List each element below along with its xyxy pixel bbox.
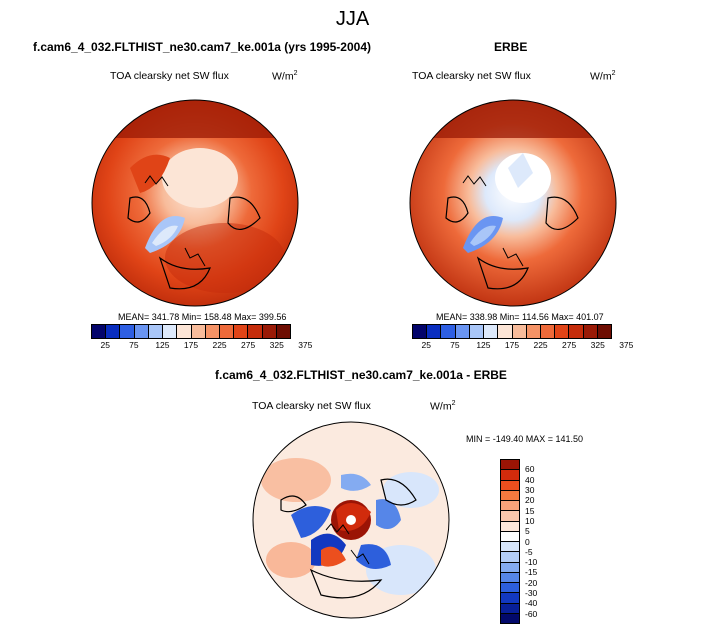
colorbar-swatch [120, 325, 135, 338]
colorbar-tick-label: 375 [619, 340, 634, 350]
panel2-variable-label: TOA clearsky net SW flux [412, 70, 531, 82]
panel3-units: W/m2 [430, 400, 456, 413]
colorbar-swatch [219, 325, 235, 338]
colorbar-tick-label: 75 [450, 340, 460, 350]
colorbar-tick-label: 325 [269, 340, 284, 350]
colorbar-tick-label: 275 [241, 340, 256, 350]
colorbar-tick-label: 225 [533, 340, 548, 350]
colorbar-swatch [569, 325, 584, 338]
colorbar-swatch [597, 325, 612, 338]
panel3-variable-label: TOA clearsky net SW flux [252, 400, 371, 412]
colorbar-swatch [134, 325, 149, 338]
colorbar-swatch [501, 480, 519, 491]
colorbar-tick-label: -5 [525, 546, 533, 557]
colorbar-tick-label: 325 [590, 340, 605, 350]
colorbar-swatch [501, 613, 519, 623]
colorbar-tick-label: 25 [421, 340, 432, 350]
colorbar-swatch [501, 542, 519, 553]
colorbar-tick-label: 20 [525, 495, 535, 506]
panel2-polar-map [409, 99, 617, 307]
colorbar-swatch [501, 531, 519, 542]
colorbar-swatch [501, 603, 519, 614]
colorbar-swatch [501, 521, 519, 532]
panel2-stats: MEAN= 338.98 Min= 114.56 Max= 401.07 [436, 312, 604, 322]
colorbar-swatch [413, 325, 428, 338]
colorbar-tick-label: 175 [504, 340, 520, 350]
colorbar-swatch [469, 325, 485, 338]
colorbar-tick-label: 40 [525, 474, 535, 485]
colorbar-tick-label: 75 [129, 340, 139, 350]
colorbar-swatch [441, 325, 456, 338]
colorbar-swatch [484, 325, 499, 338]
colorbar-swatch [163, 325, 178, 338]
colorbar-swatch [501, 572, 519, 583]
colorbar-swatch [498, 325, 513, 338]
colorbar-swatch [501, 562, 519, 573]
colorbar-swatch [92, 325, 107, 338]
season-title: JJA [335, 8, 370, 30]
colorbar-swatch [262, 325, 277, 338]
panel2-colorbar [412, 324, 612, 339]
colorbar-tick-label: -15 [525, 567, 538, 578]
colorbar-swatch [234, 325, 249, 338]
colorbar-swatch [555, 325, 570, 338]
panel3-polar-map [252, 421, 450, 619]
colorbar-swatch [540, 325, 556, 338]
panel1-colorbar [91, 324, 291, 339]
colorbar-swatch [501, 470, 519, 481]
colorbar-swatch [501, 511, 519, 522]
colorbar-tick-label: -40 [525, 598, 538, 609]
colorbar-tick-label: 125 [476, 340, 491, 350]
colorbar-swatch [148, 325, 164, 338]
colorbar-tick-label: 125 [155, 340, 170, 350]
colorbar-swatch [205, 325, 220, 338]
colorbar-tick-label: -30 [525, 588, 538, 599]
colorbar-tick-label: 5 [525, 526, 530, 537]
colorbar-swatch [455, 325, 470, 338]
colorbar-swatch [501, 490, 519, 501]
colorbar-tick-label: 175 [183, 340, 199, 350]
colorbar-tick-label: 375 [298, 340, 313, 350]
colorbar-tick-label: 30 [525, 484, 535, 495]
colorbar-swatch [501, 501, 519, 512]
colorbar-tick-label: 25 [100, 340, 111, 350]
colorbar-swatch [526, 325, 541, 338]
colorbar-tick-label: 225 [212, 340, 227, 350]
panel1-variable-label: TOA clearsky net SW flux [110, 70, 229, 82]
colorbar-swatch [583, 325, 598, 338]
colorbar-tick-label: 15 [525, 505, 535, 516]
colorbar-tick-label: 60 [525, 464, 535, 475]
panel3-stats: MIN = -149.40 MAX = 141.50 [466, 434, 584, 444]
colorbar-swatch [106, 325, 121, 338]
panel2-colorbar-labels: 25 75 125 175 225 275 325 375 [412, 340, 634, 352]
colorbar-tick-label: -60 [525, 608, 538, 619]
colorbar-tick-label: -20 [525, 577, 538, 588]
panel1-title: f.cam6_4_032.FLTHIST_ne30.cam7_ke.001a (… [33, 40, 371, 54]
colorbar-swatch [501, 593, 519, 604]
colorbar-tick-label: 10 [525, 515, 535, 526]
colorbar-swatch [501, 552, 519, 563]
colorbar-tick-label: -10 [525, 557, 538, 568]
colorbar-swatch [427, 325, 442, 338]
colorbar-swatch [248, 325, 263, 338]
panel1-units: W/m2 [272, 70, 298, 83]
panel2-units: W/m2 [590, 70, 616, 83]
panel3-title: f.cam6_4_032.FLTHIST_ne30.cam7_ke.001a -… [215, 368, 507, 382]
panel2-title: ERBE [494, 40, 528, 54]
panel1-stats: MEAN= 341.78 Min= 158.48 Max= 399.56 [118, 312, 287, 322]
colorbar-swatch [191, 325, 206, 338]
panel1-colorbar-labels: 25 75 125 175 225 275 325 375 [91, 340, 313, 352]
colorbar-tick-label: 0 [525, 536, 530, 547]
colorbar-swatch [276, 325, 291, 338]
colorbar-swatch [501, 583, 519, 594]
colorbar-swatch [512, 325, 527, 338]
panel1-polar-map [91, 99, 299, 307]
colorbar-tick-label: 275 [562, 340, 577, 350]
panel3-colorbar-labels: 60 40 30 20 15 10 5 0 -5 -10 -15 -20 -30 -40 -60 [525, 459, 555, 622]
panel3-colorbar [500, 459, 520, 624]
colorbar-swatch [177, 325, 192, 338]
colorbar-swatch [501, 460, 519, 471]
